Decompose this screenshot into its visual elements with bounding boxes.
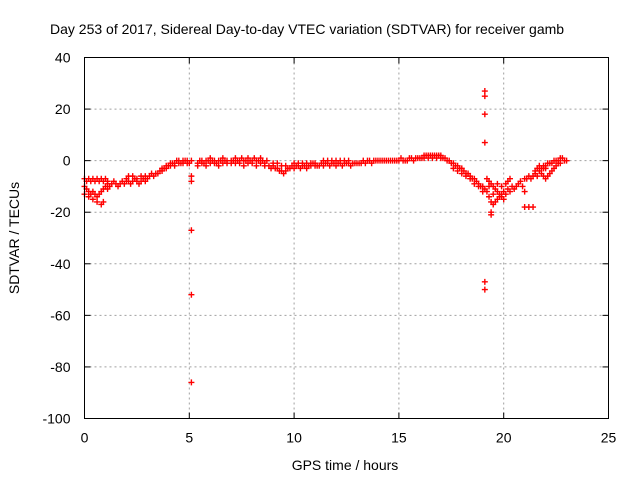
data-point [454,167,461,174]
data-point [402,157,409,164]
data-point [129,173,136,180]
data-point [481,286,488,293]
x-tick-label: 25 [601,430,617,446]
data-point [188,379,195,386]
data-point [85,193,92,200]
data-point [557,160,564,167]
data-point [203,162,210,169]
data-point [184,160,191,167]
x-tick-label: 0 [81,430,89,446]
data-point [406,155,413,162]
data-point [263,157,270,164]
data-point [458,170,465,177]
data-point [198,160,205,167]
x-tick-label: 10 [286,430,302,446]
data-point [240,162,247,169]
data-point [211,160,218,167]
data-point [521,188,528,195]
data-point [253,162,260,169]
y-tick-label: -80 [50,359,70,375]
data-point [530,204,537,211]
data-point [467,175,474,182]
y-tick-label: -40 [50,256,70,272]
data-point [481,278,488,285]
data-point [236,160,243,167]
data-point [486,193,493,200]
data-point [159,167,166,174]
data-point [414,155,421,162]
data-point [188,291,195,298]
data-point [502,191,509,198]
data-point [481,93,488,100]
data-point [490,191,497,198]
data-point [274,160,281,167]
data-point [249,160,256,167]
data-point [517,178,524,185]
x-tick-label: 5 [185,430,193,446]
data-point [188,227,195,234]
y-tick-label: -60 [50,307,70,323]
data-point [194,162,201,169]
y-tick-label: 40 [55,50,71,66]
data-point [345,157,352,164]
x-tick-labels: 0 5 10 15 20 25 [81,430,617,446]
data-point [100,198,107,205]
data-point [171,162,178,169]
data-point [410,157,417,164]
data-point [506,175,513,182]
data-point [94,198,101,205]
y-tick-label: 0 [63,153,71,169]
data-point [534,173,541,180]
y-tick-label: 20 [55,101,71,117]
data-point [257,160,264,167]
data-point [488,211,495,218]
y-tick-label: -20 [50,204,70,220]
x-tick-label: 20 [496,430,512,446]
y-axis-title: SDTVAR / TECUs [6,182,22,294]
data-point [481,88,488,95]
data-point [450,165,457,172]
data-point [483,188,490,195]
data-point [486,183,493,190]
grid-lines [84,57,609,419]
data-point [475,183,482,190]
y-tick-labels: -100 -80 -60 -40 -20 0 20 40 [42,50,70,427]
data-point [462,173,469,180]
data-point [188,157,195,164]
data-point [188,173,195,180]
x-tick-label: 15 [391,430,407,446]
chart-title: Day 253 of 2017, Sidereal Day-to-day VTE… [50,21,564,37]
data-point [188,178,195,185]
data-point [215,162,222,169]
data-point [563,157,570,164]
data-point [163,165,170,172]
data-point [89,196,96,203]
data-point [312,160,319,167]
x-axis-title: GPS time / hours [292,457,399,473]
data-point [397,155,404,162]
data-point [498,183,505,190]
data-point [481,139,488,146]
data-point [282,162,289,169]
data-point [494,180,501,187]
data-points [81,88,570,386]
data-point [519,183,526,190]
y-tick-label: -100 [42,411,70,427]
data-point [133,175,140,182]
plot-frame [84,57,609,419]
axis-ticks [84,57,609,419]
data-point [471,180,478,187]
data-point [506,188,513,195]
data-point [481,111,488,118]
data-point [500,196,507,203]
